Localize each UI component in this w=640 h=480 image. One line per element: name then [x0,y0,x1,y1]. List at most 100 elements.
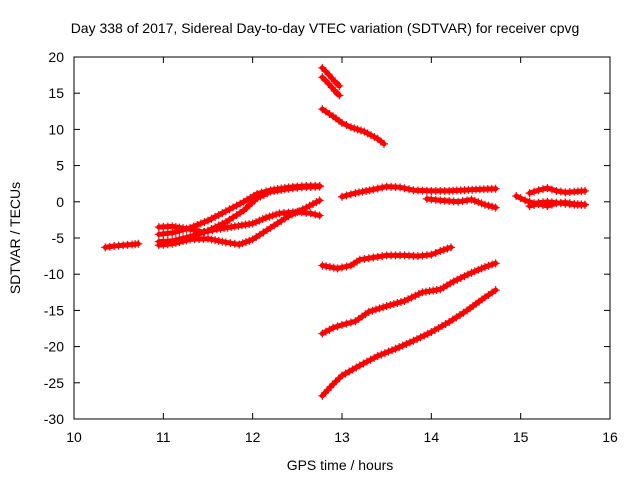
data-point [491,286,500,295]
data-point [456,273,465,282]
data-point [229,203,238,212]
data-point [525,202,534,211]
data-point [353,125,362,134]
data-point [454,197,463,206]
data-point [291,208,300,217]
x-tick-label: 12 [245,429,261,445]
data-point [352,363,361,372]
data-point [335,91,344,100]
data-point [272,210,281,219]
data-point [449,277,458,286]
series-arc-6 [318,63,344,90]
data-point [384,347,393,356]
data-point [253,189,262,198]
data-point [547,200,556,209]
data-point [395,343,404,352]
data-point [249,191,258,200]
data-point [369,185,378,194]
data-point [439,245,448,254]
x-tick-label: 11 [156,429,171,445]
series-arc-4 [154,207,324,237]
data-point [373,352,382,361]
data-point [230,239,239,248]
x-tick-label: 13 [334,429,350,445]
y-axis: 20 15 10 5 0 -5 -10 -15 -20 -25 -30 [44,49,610,427]
y-tick-label: 5 [56,158,64,174]
data-point [427,328,436,337]
data-point [380,349,389,358]
data-point [214,210,223,219]
data-point [312,198,321,207]
data-point [208,226,217,235]
data-point [211,212,220,221]
data-point [543,202,552,211]
data-point [467,195,476,204]
data-point [346,318,355,327]
data-point [488,202,497,211]
data-point [534,186,543,195]
data-point [369,253,378,262]
data-point [302,203,311,212]
x-axis-title: GPS time / hours [287,457,394,473]
series-arc-11 [318,243,455,273]
data-point [258,215,267,224]
data-point [284,212,293,221]
data-point [262,213,271,222]
data-point [407,293,416,302]
data-point [366,355,375,364]
series-arc-1 [101,239,143,252]
data-point [338,263,346,272]
data-point [580,200,589,209]
data-point [268,211,277,220]
data-point [441,320,450,329]
data-point [101,243,110,252]
data-point [543,184,552,193]
data-point [329,323,338,332]
data-point [204,227,212,236]
data-point [414,290,423,299]
data-point [195,227,204,236]
data-point [530,187,539,196]
data-point [367,131,376,140]
data-point [207,214,216,223]
data-point [547,185,556,194]
data-point [232,201,241,210]
data-point [480,200,489,209]
data-point [423,329,432,338]
data-point [178,237,187,246]
data-point [491,259,500,268]
data-point [391,344,400,353]
series-arc-12 [318,259,500,338]
data-point [204,234,212,243]
data-point [379,303,388,312]
data-point [516,194,525,203]
data-point [225,205,234,214]
data-point [565,199,574,208]
data-point [552,186,561,195]
data-point [335,81,344,90]
x-tick-label: 10 [66,429,82,445]
data-point [200,218,209,227]
data-point [315,211,324,220]
data-point [477,264,486,273]
chart-title: Day 338 of 2017, Sidereal Day-to-day VTE… [71,20,580,36]
data-point [446,279,455,288]
series-arc-5 [154,196,324,250]
data-point [321,327,330,336]
data-point [287,210,296,219]
data-point [315,196,324,205]
data-point [491,203,500,212]
data-point [105,242,114,251]
data-point [388,346,397,355]
data-point [488,260,497,269]
data-point [463,196,472,205]
series-arc-13 [318,286,500,400]
data-point [354,188,363,197]
x-axis: 10 11 12 13 14 15 16 [66,57,618,445]
data-point [355,255,364,264]
data-point [306,209,315,218]
series-arc-15 [525,184,589,198]
data-point [295,207,304,216]
data-point [370,133,379,142]
data-point [400,296,409,305]
